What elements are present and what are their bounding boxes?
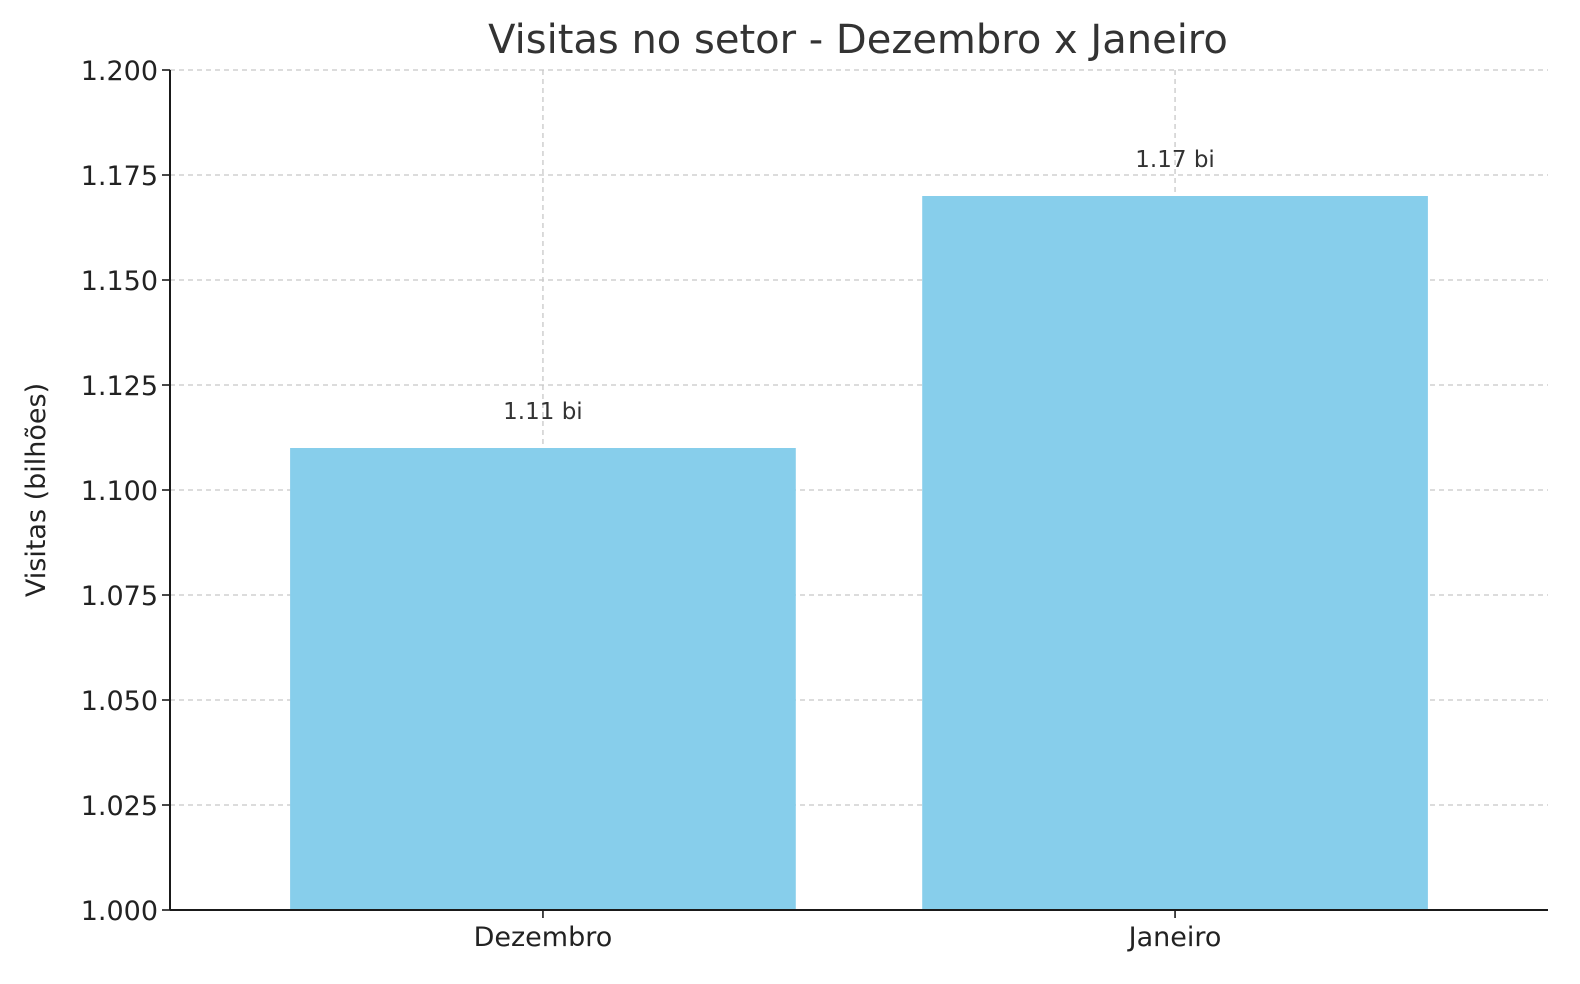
y-tick-label: 1.175 bbox=[81, 161, 158, 192]
y-tick-label: 1.075 bbox=[81, 581, 158, 612]
y-tick-label: 1.150 bbox=[81, 266, 158, 297]
y-tick-label: 1.200 bbox=[81, 56, 158, 87]
chart-title: Visitas no setor - Dezembro x Janeiro bbox=[488, 17, 1228, 63]
y-tick-label: 1.125 bbox=[81, 371, 158, 402]
y-tick-label: 1.100 bbox=[81, 476, 158, 507]
bar-value-label: 1.17 bi bbox=[1135, 147, 1215, 173]
y-tick-label: 1.025 bbox=[81, 791, 158, 822]
x-tick-label: Janeiro bbox=[1127, 922, 1222, 953]
y-tick-label: 1.000 bbox=[81, 896, 158, 927]
bar-value-label: 1.11 bi bbox=[503, 399, 583, 425]
y-tick-label: 1.050 bbox=[81, 686, 158, 717]
axes-layer bbox=[162, 69, 1548, 918]
y-axis-label: Visitas (bilhões) bbox=[21, 383, 52, 597]
labels-layer: 1.000 1.025 1.050 1.075 1.100 1.125 1.150 1.175… bbox=[81, 56, 1222, 953]
bar-janeiro bbox=[922, 196, 1428, 910]
x-tick-label: Dezembro bbox=[474, 922, 613, 953]
bar-dezembro bbox=[290, 448, 796, 910]
bars-layer bbox=[290, 196, 1428, 910]
